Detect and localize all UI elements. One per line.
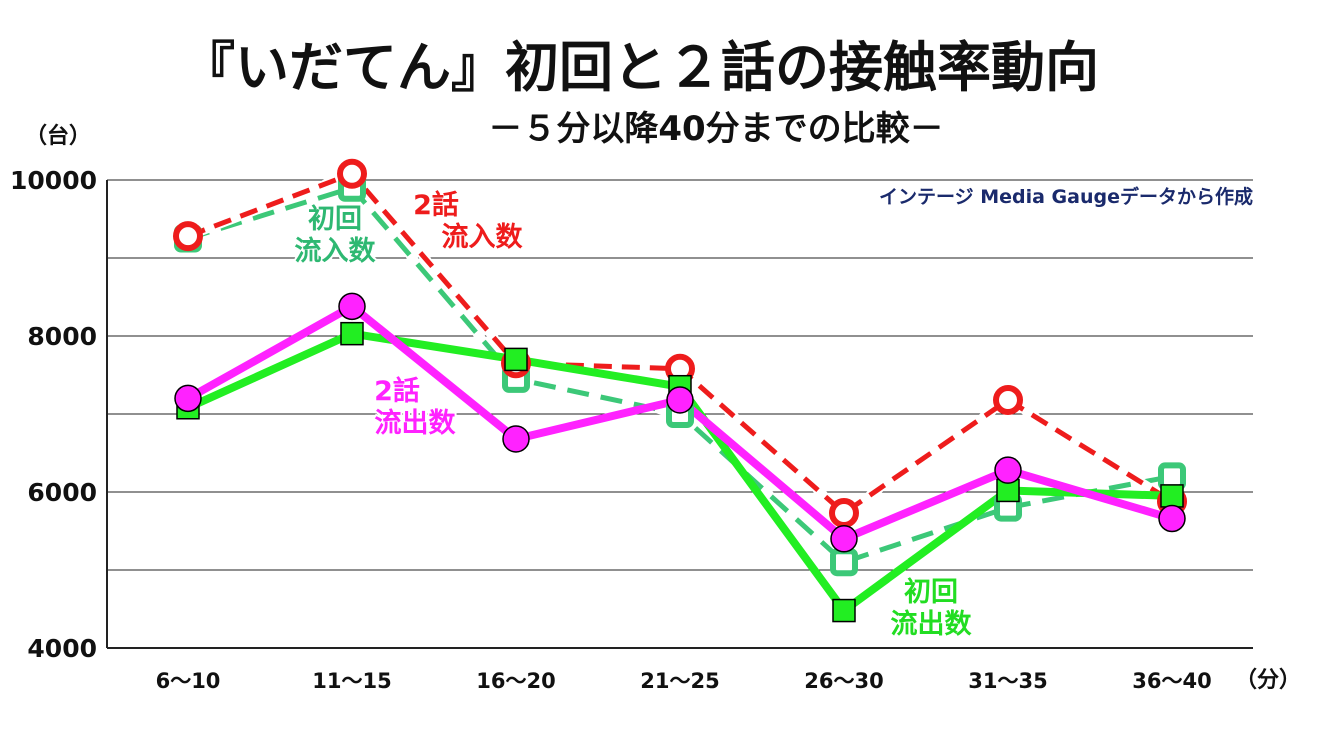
series-label-line: 初回 bbox=[904, 577, 958, 608]
data-point bbox=[337, 158, 367, 189]
x-tick-label: 16～20 bbox=[476, 669, 555, 693]
x-tick-label: 21～25 bbox=[640, 669, 719, 693]
data-point bbox=[1158, 504, 1186, 533]
source-note: インテージ Media Gaugeデータから作成 bbox=[879, 185, 1253, 208]
data-point bbox=[832, 598, 856, 623]
x-tick-label: 11～15 bbox=[312, 669, 391, 693]
y-tick-label: 10000 bbox=[10, 166, 97, 195]
data-point bbox=[993, 384, 1023, 415]
series-markers-4 bbox=[174, 292, 1186, 553]
data-point bbox=[340, 321, 364, 346]
series-label-line: 初回 bbox=[308, 204, 362, 235]
data-point bbox=[1160, 484, 1184, 508]
x-tick-label: 26～30 bbox=[804, 669, 883, 693]
series-label-line: 流出数 bbox=[375, 408, 457, 439]
data-point bbox=[830, 548, 858, 577]
chart-title: 『いだてん』初回と２話の接触率動向 bbox=[181, 36, 1099, 99]
y-tick-label: 4000 bbox=[27, 634, 97, 663]
gridlines bbox=[107, 179, 1253, 649]
x-axis: 6～10 11～15 16～20 21～25 26～30 31～35 36～40 bbox=[156, 669, 1212, 693]
data-point bbox=[666, 386, 694, 414]
data-point bbox=[1158, 462, 1186, 491]
data-point bbox=[173, 221, 203, 252]
data-point bbox=[830, 525, 858, 553]
chart-subtitle: －５分以降40分までの比較－ bbox=[488, 109, 943, 149]
data-point bbox=[338, 292, 366, 321]
x-tick-label: 6～10 bbox=[156, 669, 221, 693]
y-tick-label: 8000 bbox=[27, 322, 97, 351]
x-tick-label: 36～40 bbox=[1132, 669, 1211, 693]
y-unit-label: （台） bbox=[25, 123, 91, 149]
series-label-line: 2話 bbox=[413, 189, 459, 221]
y-axis: 4000 6000 8000 10000 bbox=[10, 166, 108, 663]
data-point bbox=[994, 456, 1022, 484]
y-tick-label: 6000 bbox=[27, 478, 97, 507]
series-label-line: 流出数 bbox=[891, 609, 973, 640]
data-point bbox=[174, 384, 202, 413]
x-unit-label: （分） bbox=[1235, 668, 1301, 693]
x-tick-label: 31～35 bbox=[968, 669, 1047, 693]
data-point bbox=[502, 425, 530, 453]
data-point bbox=[829, 498, 859, 529]
series-label-line: 2話 bbox=[374, 375, 420, 407]
series-label-line: 流入数 bbox=[442, 222, 524, 253]
series-label-line: 流入数 bbox=[295, 236, 377, 267]
series-group bbox=[173, 158, 1187, 623]
data-point bbox=[504, 347, 528, 372]
